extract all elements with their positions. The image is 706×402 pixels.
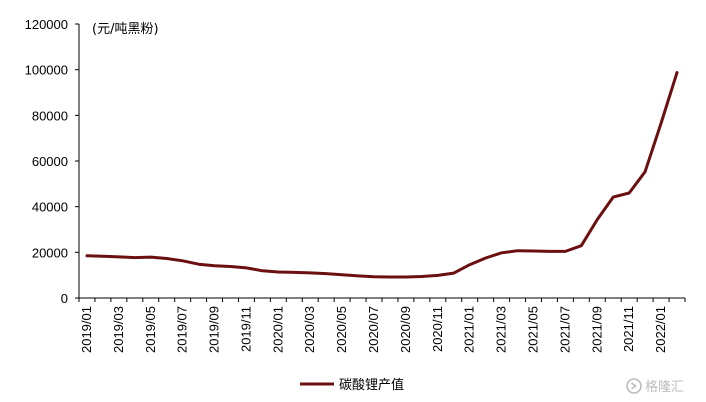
x-axis: 2019/01 2019/03 2019/05 2019/07 2019/09 2019/… [78,297,686,353]
y-tick-label: 0 [61,291,68,306]
x-tick-label: 2021/05 [526,306,541,353]
x-tick-label: 2020/01 [270,306,285,353]
y-tick-label: 80000 [32,108,68,123]
watermark: 格隆汇 [626,378,684,395]
y-axis: 0 20000 40000 60000 80000 100000 120000 [25,17,80,306]
y-tick-label: 100000 [25,63,68,78]
x-tick-label: 2020/07 [366,306,381,353]
x-tick-label: 2021/09 [589,306,604,353]
x-tick-label: 2020/05 [334,306,349,353]
x-tick-label: 2020/03 [302,306,317,353]
x-tick-label: 2021/01 [462,306,477,353]
series-line-0 [85,71,679,279]
y-tick-label: 40000 [32,200,68,215]
gelonghui-logo-icon [626,378,642,394]
legend: 碳酸锂产值 [300,377,404,393]
x-tick-label: 2021/07 [557,306,572,353]
x-tick-label: 2020/09 [398,306,413,353]
series-layer [85,71,679,279]
y-tick-label: 120000 [25,17,68,32]
x-tick-label: 2019/03 [111,306,126,353]
x-tick-label: 2021/03 [494,306,509,353]
x-tick-label: 2021/11 [621,306,636,352]
watermark-text: 格隆汇 [645,379,684,395]
x-tick-label: 2019/05 [143,306,158,353]
x-tick-label: 2022/01 [653,306,668,353]
x-tick-label: 2019/11 [238,306,253,352]
legend-label: 碳酸锂产值 [339,377,404,393]
unit-label: (元/吨黑粉) [92,22,159,37]
x-tick-label: 2019/01 [79,306,94,353]
x-tick-label: 2019/07 [175,306,190,353]
x-tick-label: 2019/09 [207,306,222,353]
y-tick-label: 60000 [32,154,68,169]
y-tick-label: 20000 [32,245,68,260]
x-tick-label: 2020/11 [430,306,445,352]
